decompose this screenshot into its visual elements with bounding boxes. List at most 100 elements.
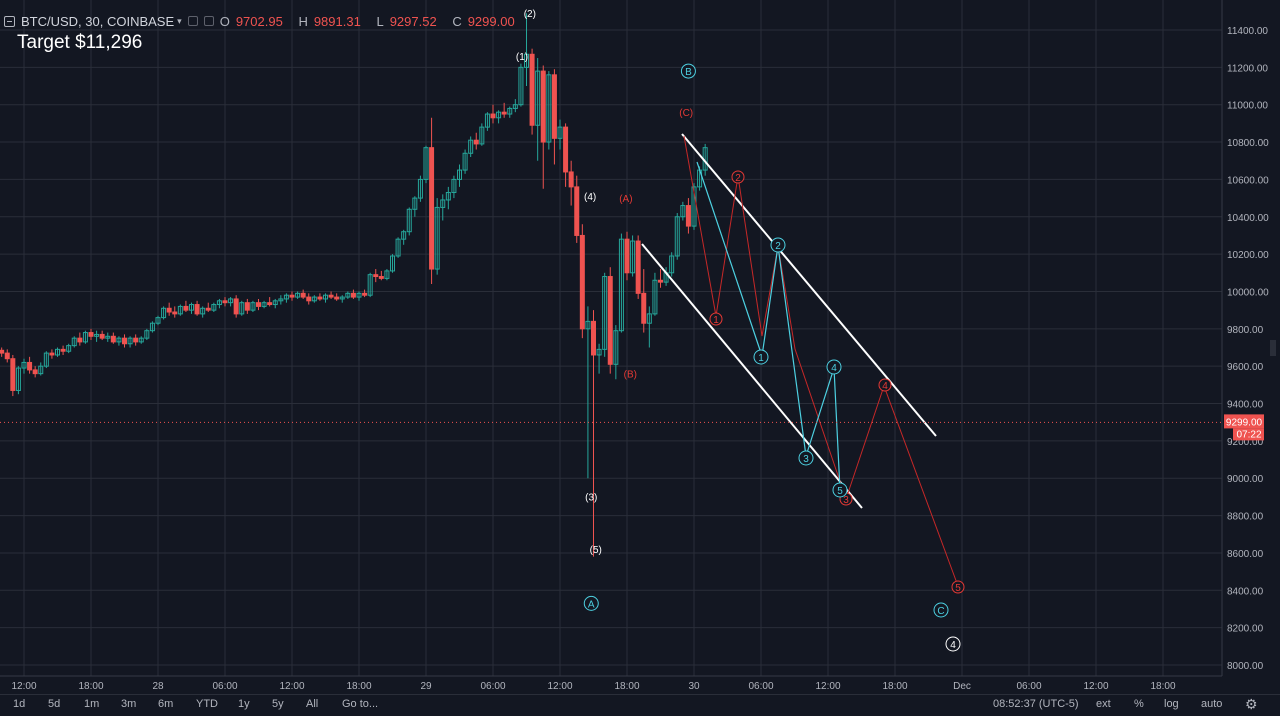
candle[interactable] <box>685 198 691 234</box>
candle[interactable] <box>406 207 412 236</box>
range-all-button[interactable]: All <box>306 698 319 710</box>
candle[interactable] <box>49 349 55 359</box>
candle[interactable] <box>10 354 16 397</box>
range-3m-button[interactable]: 3m <box>121 698 137 710</box>
candle[interactable] <box>105 332 111 342</box>
candle[interactable] <box>624 231 630 281</box>
candle[interactable] <box>630 235 636 277</box>
candle[interactable] <box>261 300 267 309</box>
candle[interactable] <box>250 300 256 313</box>
cyan-wave-path[interactable] <box>696 161 841 491</box>
candle[interactable] <box>563 123 569 187</box>
candle[interactable] <box>462 149 468 174</box>
candle[interactable] <box>479 123 485 146</box>
candle[interactable] <box>378 270 384 281</box>
candle[interactable] <box>21 358 27 374</box>
range-1d-button[interactable]: 1d <box>13 698 26 710</box>
wave-label[interactable]: (4) <box>584 192 596 203</box>
wave-label[interactable]: (A) <box>619 194 632 205</box>
ext-hours-toggle[interactable]: ext <box>1096 698 1111 710</box>
range-5d-button[interactable]: 5d <box>48 698 61 710</box>
candle[interactable] <box>183 300 189 313</box>
candle[interactable] <box>607 267 613 374</box>
candle[interactable] <box>283 293 289 303</box>
candle[interactable] <box>524 13 529 87</box>
scale-drag-handle[interactable] <box>1270 340 1276 356</box>
candle[interactable] <box>557 119 563 150</box>
candle[interactable] <box>445 186 451 210</box>
candle[interactable] <box>172 306 178 318</box>
candle[interactable] <box>66 343 72 354</box>
candle[interactable] <box>211 302 217 313</box>
candle[interactable] <box>457 164 462 187</box>
candle[interactable] <box>272 298 278 309</box>
candle[interactable] <box>339 295 345 303</box>
candle[interactable] <box>328 291 334 299</box>
candle[interactable] <box>116 336 122 346</box>
candle[interactable] <box>228 297 234 307</box>
candle[interactable] <box>362 289 368 298</box>
candle[interactable] <box>473 132 479 150</box>
candle[interactable] <box>618 233 624 333</box>
candle[interactable] <box>205 302 211 313</box>
candle[interactable] <box>423 145 429 184</box>
wave-label[interactable]: (2) <box>524 9 536 20</box>
candle[interactable] <box>55 347 60 357</box>
percent-scale-toggle[interactable]: % <box>1134 698 1144 710</box>
candle[interactable] <box>591 310 596 557</box>
candle[interactable] <box>133 334 139 346</box>
candle[interactable] <box>501 102 507 118</box>
wave-label[interactable]: (B) <box>624 369 637 380</box>
wave-label[interactable]: (C) <box>679 108 693 119</box>
candle[interactable] <box>244 298 250 314</box>
candle[interactable] <box>613 325 619 380</box>
candle[interactable] <box>43 351 49 369</box>
gear-icon[interactable]: ⚙ <box>1245 696 1258 712</box>
candle[interactable] <box>412 196 418 217</box>
auto-scale-toggle[interactable]: auto <box>1201 698 1223 710</box>
candle[interactable] <box>579 224 585 339</box>
candle[interactable] <box>484 112 490 131</box>
candle[interactable] <box>641 269 647 333</box>
candle[interactable] <box>161 306 167 320</box>
candle[interactable] <box>646 306 652 348</box>
candle[interactable] <box>490 104 496 124</box>
candle[interactable] <box>267 297 273 307</box>
range-6m-button[interactable]: 6m <box>158 698 174 710</box>
candle[interactable] <box>496 110 502 124</box>
candle[interactable] <box>540 65 546 189</box>
candle[interactable] <box>395 237 401 258</box>
candle[interactable] <box>350 289 356 299</box>
candle[interactable] <box>27 356 33 374</box>
candle[interactable] <box>77 332 83 346</box>
chevron-down-icon[interactable]: ▾ <box>177 15 182 26</box>
candle[interactable] <box>669 252 675 277</box>
target-annotation[interactable]: Target $11,296 <box>17 32 143 53</box>
candle[interactable] <box>4 349 10 363</box>
range-1m-button[interactable]: 1m <box>84 698 100 710</box>
candle[interactable] <box>278 295 284 305</box>
candle[interactable] <box>99 330 105 341</box>
candle[interactable] <box>596 343 602 374</box>
candle[interactable] <box>468 136 474 157</box>
candle[interactable] <box>149 321 155 333</box>
candle[interactable] <box>166 302 172 316</box>
candle[interactable] <box>289 291 295 301</box>
candle[interactable] <box>652 272 658 316</box>
candle[interactable] <box>222 297 228 307</box>
log-scale-toggle[interactable]: log <box>1164 698 1179 710</box>
candle[interactable] <box>82 330 88 344</box>
candle[interactable] <box>0 347 5 357</box>
candle[interactable] <box>401 229 407 245</box>
candle[interactable] <box>94 330 100 342</box>
wave-label[interactable]: (3) <box>585 493 597 504</box>
candle[interactable] <box>71 336 77 348</box>
candle[interactable] <box>127 336 133 348</box>
candle[interactable] <box>680 201 686 221</box>
symbol-title[interactable]: BTC/USD, 30, COINBASE <box>21 13 175 29</box>
candle[interactable] <box>658 269 663 288</box>
candle[interactable] <box>88 328 94 341</box>
candle[interactable] <box>429 117 435 284</box>
candle[interactable] <box>138 336 144 344</box>
